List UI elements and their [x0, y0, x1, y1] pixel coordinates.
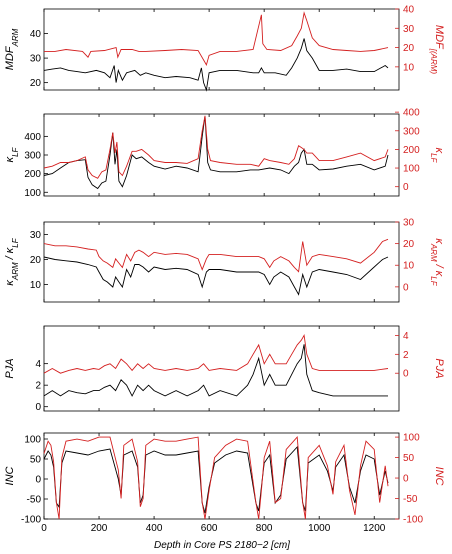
- left-axis-label: κARM / κLF: [4, 237, 20, 285]
- series-left-line: [43, 256, 389, 296]
- left-tick-label: 20: [30, 78, 42, 89]
- series-left-line: [43, 445, 389, 514]
- panel-inc: -100 -50 0 50 100 -100 -50 0 50 100 INC INC: [4, 433, 445, 526]
- left-tick-label: 20: [30, 255, 42, 266]
- panel-frame: [43, 113, 400, 197]
- series-right-line: [44, 11, 389, 67]
- series-right-line: [43, 238, 389, 273]
- left-tick-label: 30: [30, 230, 42, 241]
- panel-frame: [43, 221, 400, 303]
- right-tick-label: 10: [403, 261, 415, 272]
- left-tick-label: 200: [24, 169, 41, 180]
- right-tick-label: 300: [403, 126, 420, 137]
- left-tick-label: 4: [35, 359, 41, 370]
- right-tick-label: 40: [403, 5, 415, 16]
- x-tick-label: 1000: [308, 523, 331, 534]
- left-tick-label: 300: [24, 151, 41, 162]
- series-left-line: [43, 344, 388, 397]
- left-tick-label: 100: [24, 188, 41, 199]
- right-tick-label: 200: [403, 145, 420, 156]
- left-tick-label: 0: [35, 475, 41, 486]
- x-tick-label: 1200: [363, 523, 386, 534]
- panel-pja: 0 2 4 0 2 4 PJA PJA: [4, 325, 445, 413]
- left-tick-label: 10: [30, 280, 42, 291]
- series-right-line: [43, 436, 389, 520]
- panel-klf: 100 200 300 400 0 100 200 300 400 κLF κLF: [4, 108, 445, 199]
- series-left-line: [43, 38, 389, 92]
- left-tick-label: 400: [24, 132, 41, 143]
- left-tick-label: 30: [30, 54, 42, 65]
- left-tick-label: 0: [35, 402, 41, 413]
- right-tick-label: 50: [403, 453, 415, 464]
- panel-frame: [43, 325, 400, 412]
- left-axis-label: κLF: [4, 146, 20, 162]
- x-tick-label: 200: [91, 523, 108, 534]
- right-tick-label: 30: [403, 24, 415, 35]
- right-tick-label: 0: [403, 369, 409, 380]
- panel-frame: [43, 8, 400, 91]
- right-axis-label: κLF: [430, 148, 446, 164]
- series-left-line: [43, 115, 389, 190]
- series-right-line: [43, 115, 389, 179]
- right-tick-label: 30: [403, 218, 415, 229]
- right-tick-label: 100: [403, 164, 420, 175]
- right-tick-label: 0: [403, 182, 409, 193]
- left-tick-label: 2: [35, 381, 41, 392]
- left-tick-label: -50: [27, 495, 42, 506]
- right-tick-label: -50: [403, 494, 418, 505]
- right-tick-label: 20: [403, 43, 415, 54]
- right-axis-label: INC: [433, 467, 445, 486]
- x-tick-label: 0: [41, 523, 47, 534]
- right-tick-label: -100: [403, 515, 423, 526]
- right-tick-label: 10: [403, 62, 415, 73]
- x-tick-label: 600: [201, 523, 218, 534]
- left-tick-label: 100: [24, 435, 41, 446]
- right-tick-label: 4: [403, 331, 409, 342]
- left-tick-label: 50: [30, 455, 42, 466]
- right-axis-label: κARM / κLF: [430, 238, 446, 286]
- right-tick-label: 20: [403, 239, 415, 250]
- series-right-line: [43, 334, 389, 374]
- right-tick-label: 400: [403, 108, 420, 119]
- panel-ratio: 10 20 30 0 10 20 30 κARM / κLF κARM / κLF: [4, 218, 445, 303]
- x-axis-label: Depth in Core PS 2180−2 [cm]: [154, 540, 290, 551]
- panel-mdf: 20 30 40 10 20 30 40 MDFARM MDF[(ARM): [4, 5, 446, 92]
- left-axis-label: PJA: [4, 358, 16, 378]
- left-tick-label: -100: [21, 515, 41, 526]
- right-tick-label: 0: [403, 282, 409, 293]
- x-axis: 0 200 400 600 800 1000 1200: [41, 523, 386, 534]
- right-axis-label: PJA: [433, 358, 445, 378]
- left-axis-label: MDFARM: [4, 28, 20, 70]
- left-tick-label: 40: [30, 29, 42, 40]
- right-axis-label: MDF[(ARM): [430, 25, 446, 74]
- x-tick-label: 400: [146, 523, 163, 534]
- right-tick-label: 100: [403, 433, 420, 444]
- right-tick-label: 2: [403, 350, 409, 361]
- left-axis-label: INC: [4, 466, 16, 485]
- x-tick-label: 800: [256, 523, 273, 534]
- panel-frame: [43, 432, 400, 520]
- right-tick-label: 0: [403, 474, 409, 485]
